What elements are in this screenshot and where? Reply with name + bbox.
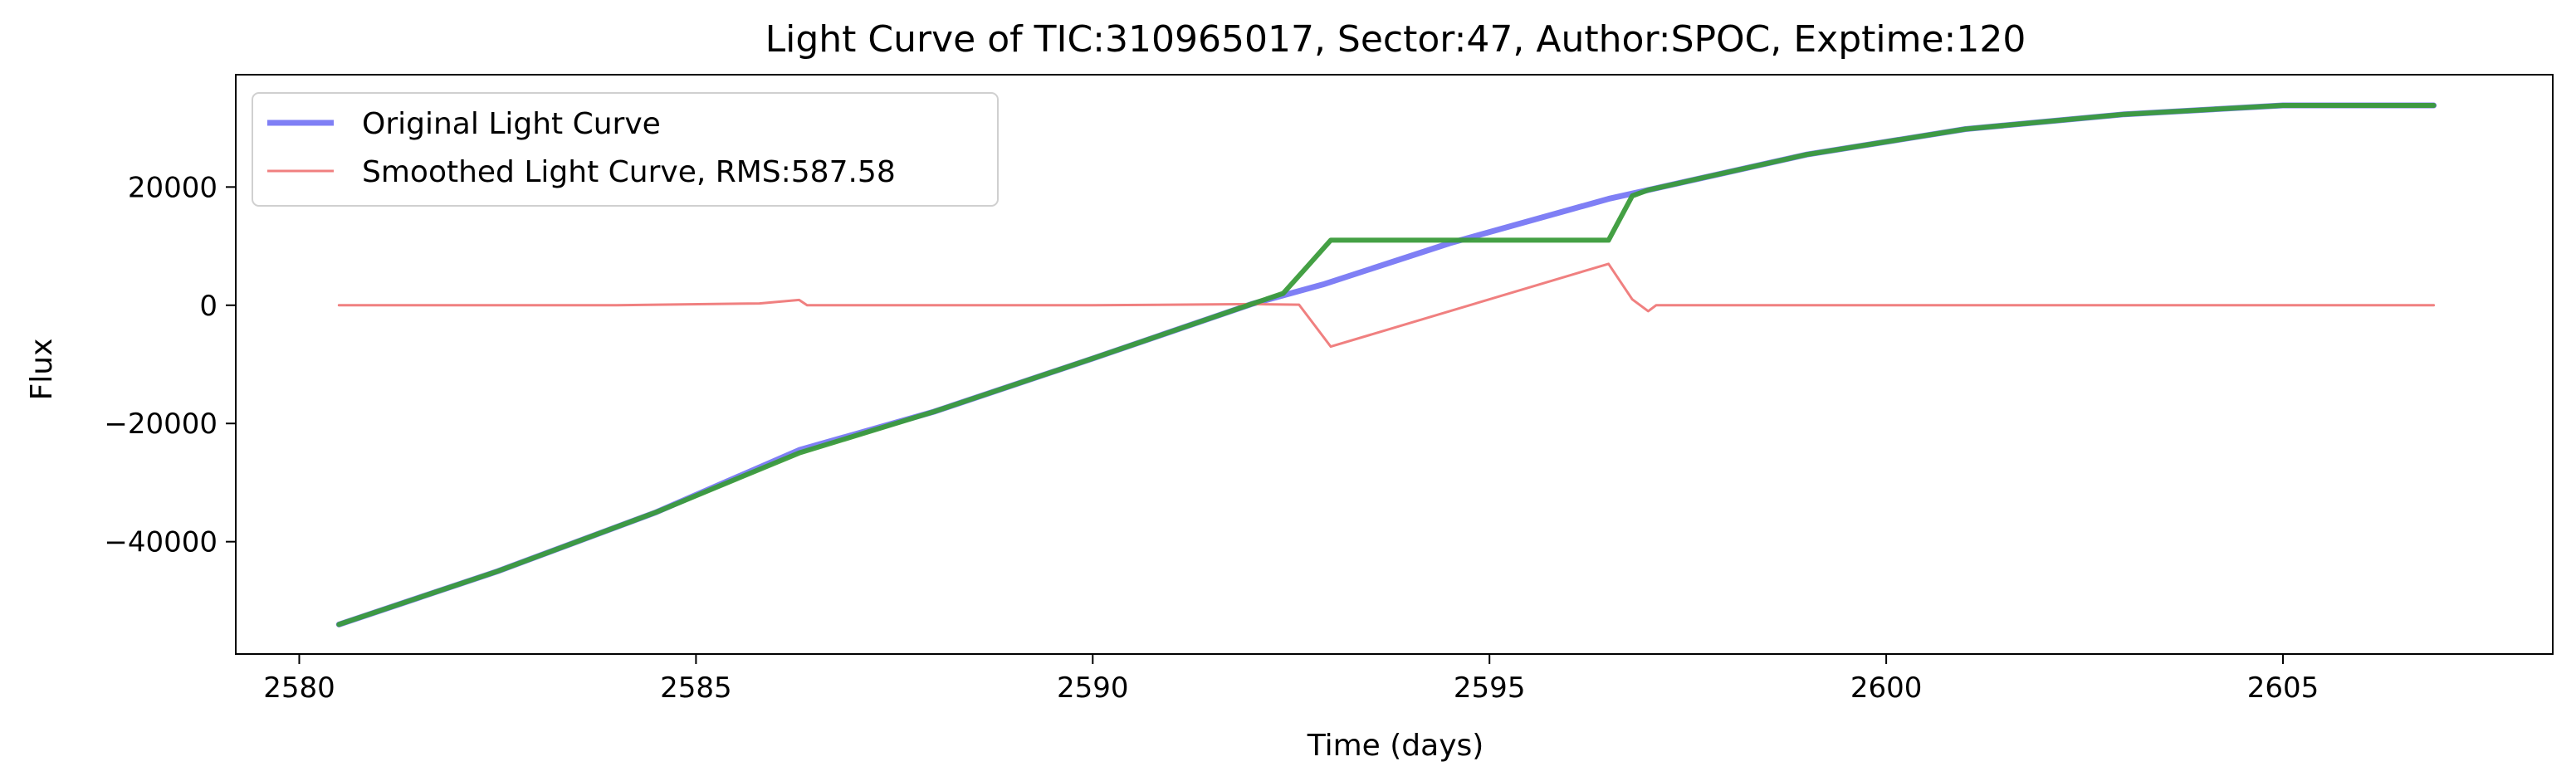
x-tick-label: 2595 — [1454, 671, 1526, 705]
y-axis-label: Flux — [25, 339, 59, 401]
y-tick-label: 20000 — [128, 171, 218, 204]
series-line-1 — [337, 262, 2436, 349]
legend: Original Light Curve Smoothed Light Curve… — [252, 92, 999, 207]
series-layer — [335, 102, 2437, 627]
ticks-layer: 2580 2585 2590 2595 2600 2605 −40000 −20000 0 200… — [104, 171, 2319, 705]
legend-entry-label: Smoothed Light Curve, RMS:587.58 — [362, 155, 896, 189]
y-tick-label: 0 — [199, 290, 218, 323]
series-line-2 — [336, 103, 2437, 627]
x-tick-label: 2605 — [2247, 671, 2319, 705]
plot-frame — [235, 74, 2554, 655]
legend-box — [252, 92, 999, 207]
chart-title: Light Curve of TIC:310965017, Sector:47,… — [765, 18, 2026, 61]
x-tick-label: 2600 — [1850, 671, 1923, 705]
x-tick-label: 2585 — [660, 671, 732, 705]
y-tick-label: −20000 — [104, 408, 218, 441]
x-axis-label: Time (days) — [1307, 729, 1484, 763]
y-tick-label: −40000 — [104, 526, 218, 559]
x-tick-label: 2590 — [1057, 671, 1129, 705]
legend-entry-label: Original Light Curve — [362, 107, 661, 141]
x-tick-label: 2580 — [263, 671, 335, 705]
